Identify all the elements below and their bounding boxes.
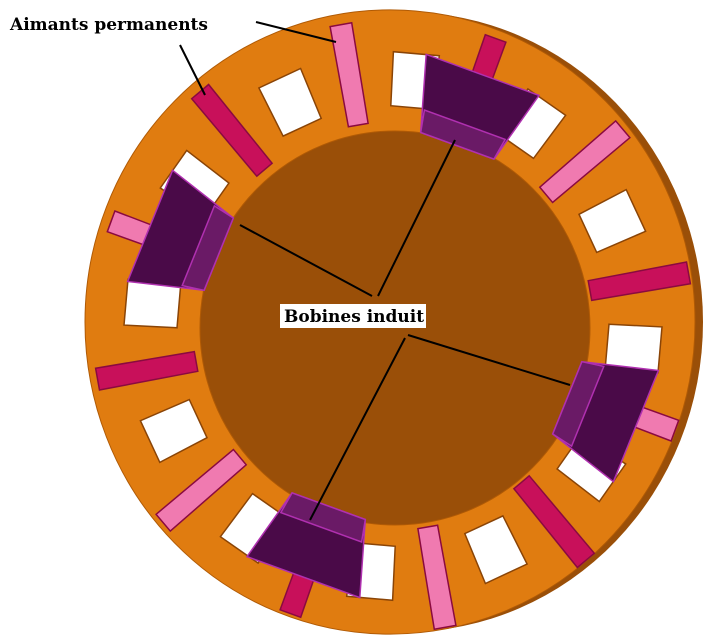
coils-label: Bobines induit [284,307,424,327]
machine-diagram: Aimants permanents Bobines induit [0,0,705,639]
magnets-label: Aimants permanents [9,15,208,35]
